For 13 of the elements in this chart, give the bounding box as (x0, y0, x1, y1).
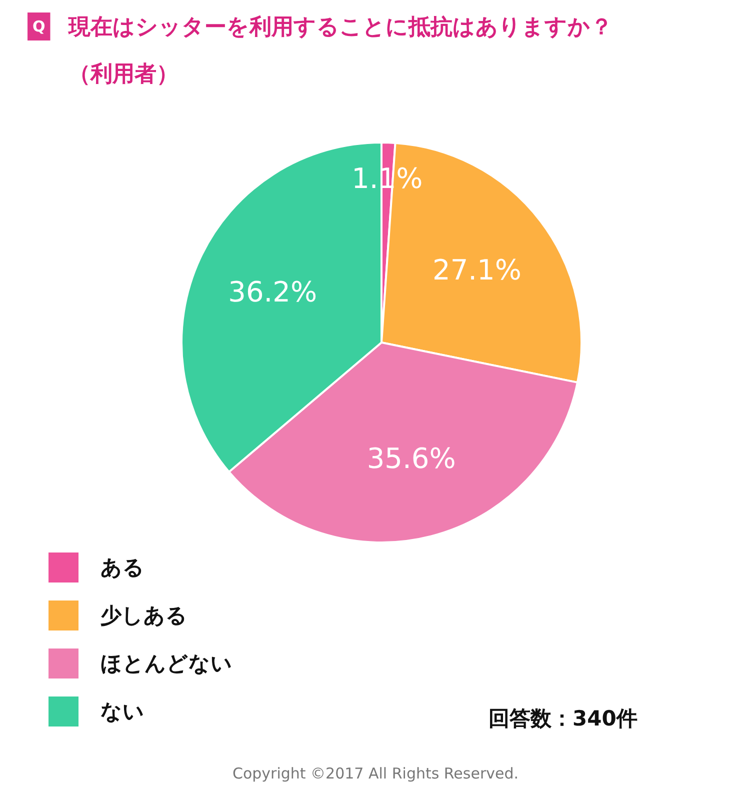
chart-subtitle: （利用者） (68, 62, 178, 87)
text: Copyright ©2017 All Rights Reserved. (232, 764, 519, 782)
text: Q (32, 18, 46, 36)
legend-label: ない (100, 700, 144, 724)
data-label: 36.2% (228, 276, 318, 309)
text: 回答数：340件 (488, 706, 638, 730)
legend-label: ほとんどない (100, 652, 232, 676)
legend-label: 少しある (100, 604, 188, 628)
chart-title: 現在はシッターを利用することに抵抗はありますか？ (68, 15, 612, 40)
data-label: 1.1% (352, 162, 423, 196)
data-label: 27.1% (432, 253, 522, 286)
data-label: 35.6% (366, 442, 456, 476)
legend-label: ある (100, 556, 144, 580)
